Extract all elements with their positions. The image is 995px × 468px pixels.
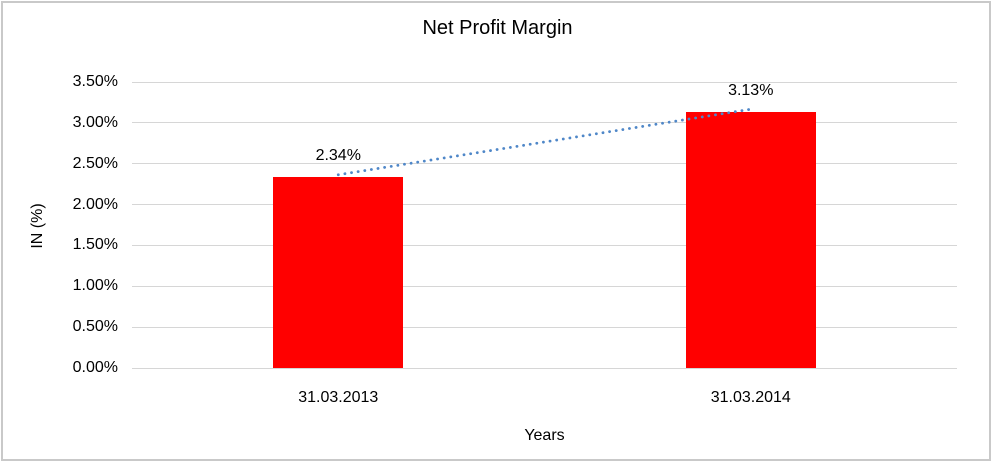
y-axis-tick-label: 1.00%	[72, 277, 118, 295]
gridline	[132, 122, 957, 124]
bar-value-label: 3.13%	[728, 82, 774, 100]
chart-frame	[1, 1, 991, 461]
y-axis-tick-label: 3.00%	[72, 113, 118, 131]
gridline	[132, 81, 957, 83]
y-axis-tick-label: 2.00%	[72, 195, 118, 213]
y-axis-tick-label: 0.00%	[72, 359, 118, 376]
gridline	[132, 285, 957, 287]
y-axis-tick-label: 2.50%	[72, 154, 118, 172]
x-axis-category-label: 31.03.2013	[298, 389, 379, 406]
gridline	[132, 326, 957, 328]
bar-value-label: 2.34%	[315, 146, 361, 164]
gridline	[132, 204, 957, 206]
gridline	[132, 244, 957, 246]
gridline	[132, 367, 957, 369]
x-axis-title: Years	[524, 427, 565, 444]
chart-title: Net Profit Margin	[422, 17, 573, 39]
y-axis-tick-label: 0.50%	[72, 318, 118, 336]
x-axis-category-label: 31.03.2014	[710, 389, 791, 406]
bar-31-03-2013	[273, 176, 404, 368]
y-axis-tick-label: 1.50%	[72, 236, 118, 254]
gridline	[132, 163, 957, 165]
y-axis-tick-label: 3.50%	[72, 73, 118, 90]
bar-31-03-2014	[685, 112, 816, 368]
